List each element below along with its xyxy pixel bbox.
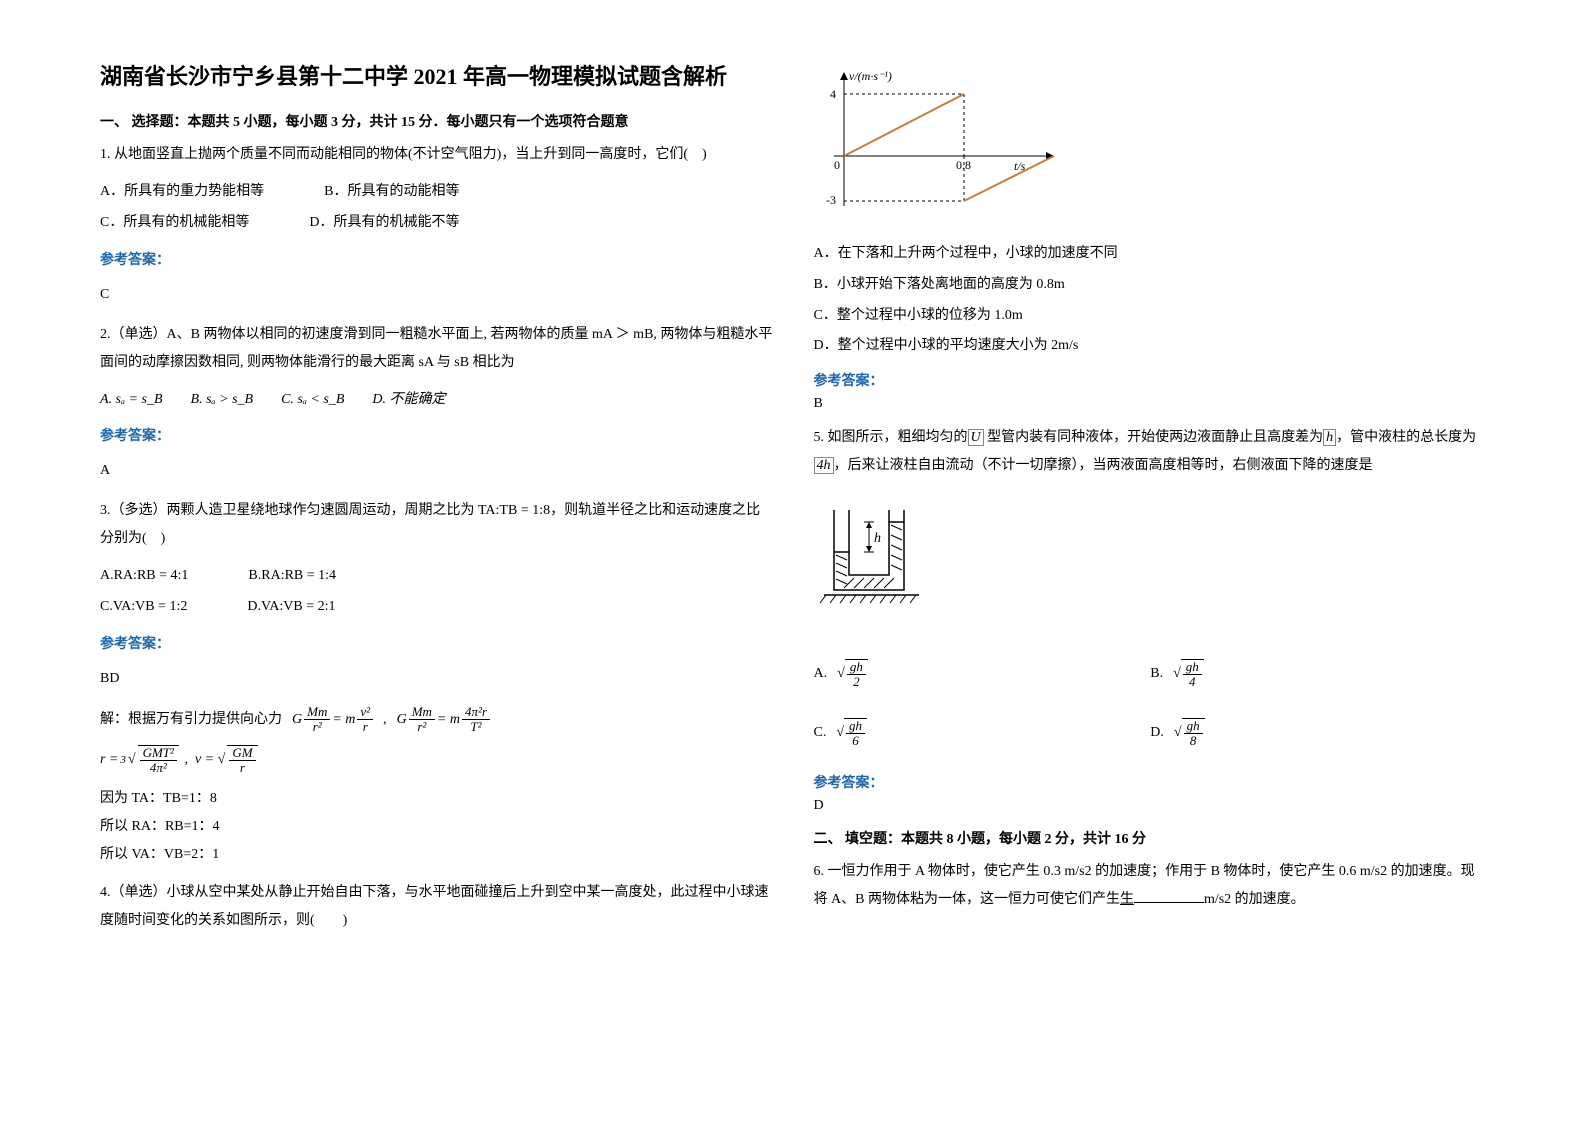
q4-options: A．在下落和上升两个过程中，小球的加速度不同 B．小球开始下落处离地面的高度为 … — [814, 239, 1488, 362]
question-1: 1. 从地面竖直上抛两个质量不同而动能相同的物体(不计空气阻力)，当上升到同一高… — [100, 141, 774, 309]
q4-opt-c: C．整个过程中小球的位移为 1.0m — [814, 301, 1488, 332]
q5-text-p4: ，后来让液柱自由流动（不计一切摩擦），当两液面高度相等时，右侧液面下降的速度是 — [834, 458, 1373, 473]
q1-opt-d: D．所具有的机械能不等 — [309, 208, 459, 239]
q3-sol-1: 因为 TA：TB=1：8 — [100, 785, 774, 813]
q1-text: 1. 从地面竖直上抛两个质量不同而动能相同的物体(不计空气阻力)，当上升到同一高… — [100, 141, 774, 169]
q5-options: A. √gh2 B. √gh4 C. √gh6 D. √gh8 — [814, 645, 1488, 762]
q3-text: 3.（多选）两颗人造卫星绕地球作匀速圆周运动，周期之比为 TA:TB = 1:8… — [100, 497, 774, 553]
q5-answer: D — [814, 798, 1488, 814]
q2-text: 2.（单选）A、B 两物体以相同的初速度滑到同一粗糙水平面上, 若两物体的质量 … — [100, 321, 774, 377]
q5-u-symbol: U — [968, 429, 984, 446]
q5-opt-b-expr: √gh4 — [1173, 659, 1204, 690]
chart-ytick-neg3: -3 — [826, 193, 836, 207]
q5-opt-d-expr: √gh8 — [1174, 718, 1205, 749]
q1-opt-a: A．所具有的重力势能相等 — [100, 177, 264, 208]
q4-answer-label: 参考答案： — [814, 370, 1488, 390]
q5-text-p3: ，管中液柱的总长度为 — [1336, 430, 1476, 445]
chart-ylabel: v/(m·s⁻¹) — [849, 69, 892, 83]
q5-opt-a-label: A. — [814, 666, 828, 682]
q5-4h-symbol: 4h — [814, 457, 834, 474]
q4-velocity-chart: v/(m·s⁻¹) t/s 4 0 -3 0.8 — [814, 66, 1074, 216]
comma-sep: , — [383, 706, 387, 734]
q1-answer-label: 参考答案： — [100, 247, 774, 275]
q5-text-p2: 型管内装有同种液体，开始使两边液面静止且高度差为 — [984, 430, 1324, 445]
q3-opt-c: C.VA:VB = 1:2 — [100, 592, 187, 623]
q5-opt-a: A. √gh2 — [814, 645, 1151, 704]
u-tube-diagram: h — [814, 500, 934, 620]
q4-opt-d: D．整个过程中小球的平均速度大小为 2m/s — [814, 331, 1488, 362]
diagram-h-label: h — [874, 531, 881, 546]
q5-opt-d-label: D. — [1150, 725, 1164, 741]
q2-answer-label: 参考答案： — [100, 423, 774, 451]
exam-title: 湖南省长沙市宁乡县第十二中学 2021 年高一物理模拟试题含解析 — [100, 60, 774, 93]
q2-options: A. sₐ = s_B B. sₐ > s_B C. sₐ < s_B D. 不… — [100, 385, 774, 416]
left-column: 湖南省长沙市宁乡县第十二中学 2021 年高一物理模拟试题含解析 一、 选择题：… — [80, 60, 794, 1062]
q3-solution-line: 解：根据万有引力提供向心力 GMmr² = m v²r , GMmr² = m … — [100, 705, 774, 735]
question-4-text: 4.（单选）小球从空中某处从静止开始自由下落，与水平地面碰撞后上升到空中某一高度… — [100, 879, 774, 935]
q1-opt-b: B．所具有的动能相等 — [324, 177, 459, 208]
q4-text: 4.（单选）小球从空中某处从静止开始自由下落，与水平地面碰撞后上升到空中某一高度… — [100, 879, 774, 935]
q3-formula-3: r = 3√GMT²4π² , v = √GMr — [100, 745, 258, 776]
chart-origin: 0 — [834, 158, 840, 172]
question-3: 3.（多选）两颗人造卫星绕地球作匀速圆周运动，周期之比为 TA:TB = 1:8… — [100, 497, 774, 869]
q3-answer-label: 参考答案： — [100, 631, 774, 659]
chart-segment-1 — [844, 94, 964, 156]
q5-text-p1: 5. 如图所示，粗细均匀的 — [814, 430, 968, 445]
q3-answer: BD — [100, 665, 774, 693]
q3-sol-2: 所以 RA：RB=1：4 — [100, 813, 774, 841]
chart-segment-2 — [964, 156, 1054, 201]
q2-answer: A — [100, 457, 774, 485]
q4-answer: B — [814, 396, 1488, 412]
q5-opt-c: C. √gh6 — [814, 704, 1151, 763]
q3-opt-d: D.VA:VB = 2:1 — [247, 592, 335, 623]
q3-opt-b: B.RA:RB = 1:4 — [248, 561, 336, 592]
q4-opt-b: B．小球开始下落处离地面的高度为 0.8m — [814, 270, 1488, 301]
right-column: v/(m·s⁻¹) t/s 4 0 -3 0.8 A．在下落和上升两个过程中，小… — [794, 60, 1508, 1062]
q3-sol-label: 解：根据万有引力提供向心力 — [100, 706, 282, 734]
q1-opt-c: C．所具有的机械能相等 — [100, 208, 249, 239]
q5-opt-b-label: B. — [1150, 666, 1163, 682]
q3-opt-a: A.RA:RB = 4:1 — [100, 561, 188, 592]
section-a-header: 一、 选择题：本题共 5 小题，每小题 3 分，共计 15 分．每小题只有一个选… — [100, 111, 774, 131]
q5-opt-c-expr: √gh6 — [836, 718, 867, 749]
q5-h-symbol: h — [1323, 429, 1336, 446]
question-5: 5. 如图所示，粗细均匀的U 型管内装有同种液体，开始使两边液面静止且高度差为h… — [814, 424, 1488, 480]
q5-answer-label: 参考答案： — [814, 772, 1488, 792]
q3-sol-3: 所以 VA：VB=2：1 — [100, 841, 774, 869]
q3-formula-2: GMmr² = m 4π²rT² — [397, 705, 490, 735]
q1-options: A．所具有的重力势能相等 B．所具有的动能相等 C．所具有的机械能相等 D．所具… — [100, 177, 774, 239]
q6-blank — [1134, 889, 1204, 903]
q3-formula-1: GMmr² = m v²r — [292, 705, 373, 735]
chart-ytick-4: 4 — [830, 87, 836, 101]
q6-tail: m/s2 的加速度。 — [1204, 892, 1305, 907]
question-6: 6. 一恒力作用于 A 物体时，使它产生 0.3 m/s2 的加速度；作用于 B… — [814, 858, 1488, 914]
q3-options: A.RA:RB = 4:1 B.RA:RB = 1:4 C.VA:VB = 1:… — [100, 561, 774, 623]
question-2: 2.（单选）A、B 两物体以相同的初速度滑到同一粗糙水平面上, 若两物体的质量 … — [100, 321, 774, 486]
q5-opt-d: D. √gh8 — [1150, 704, 1487, 763]
q4-opt-a: A．在下落和上升两个过程中，小球的加速度不同 — [814, 239, 1488, 270]
section-b-header: 二、 填空题：本题共 8 小题，每小题 2 分，共计 16 分 — [814, 828, 1488, 848]
q5-opt-a-expr: √gh2 — [837, 659, 868, 690]
q1-answer: C — [100, 281, 774, 309]
q6-underline-word: 生 — [1120, 892, 1134, 907]
q5-opt-b: B. √gh4 — [1150, 645, 1487, 704]
q5-opt-c-label: C. — [814, 725, 827, 741]
